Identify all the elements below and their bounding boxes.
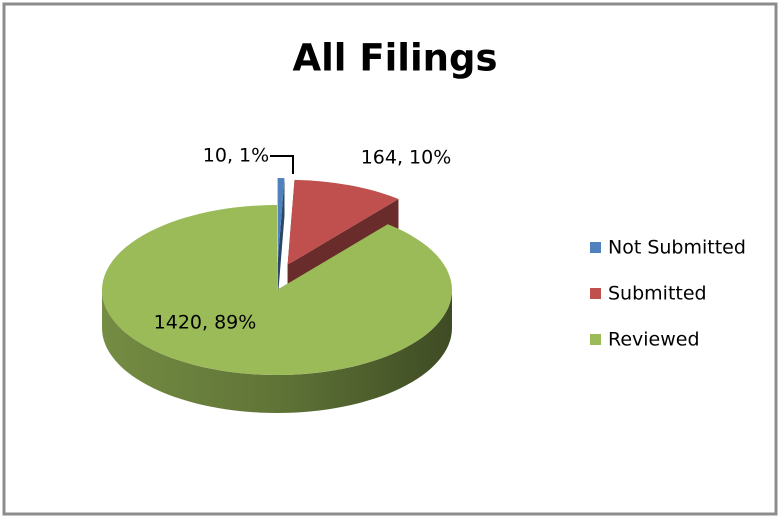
data-label: 10, 1% [203,145,269,167]
legend-swatch [590,334,601,345]
legend-label: Reviewed [608,329,700,351]
data-label: 164, 10% [361,147,452,169]
leader-line [270,155,294,174]
legend-label: Not Submitted [608,237,746,259]
chart-title: All Filings [292,37,497,80]
slice-side [102,290,452,413]
slice [101,205,452,376]
slice [277,178,285,264]
legend-swatch [590,288,601,299]
legend-swatch [590,242,601,253]
slice-cut-face [277,178,285,302]
slice [287,179,399,265]
legend-label: Submitted [608,283,707,305]
data-label: 1420, 89% [154,312,257,334]
